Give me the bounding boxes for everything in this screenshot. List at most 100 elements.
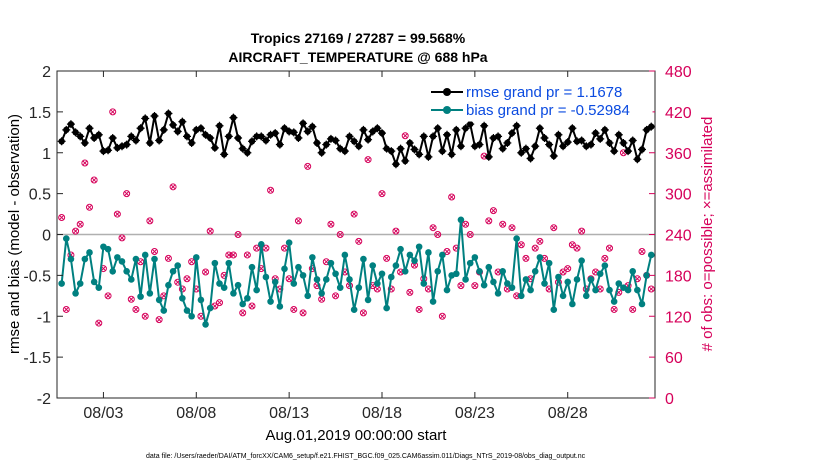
rmse-marker-star bbox=[577, 136, 586, 145]
rmse-marker-star bbox=[614, 130, 623, 139]
rmse-marker-star bbox=[169, 120, 178, 129]
left-tick-label: 0 bbox=[42, 228, 51, 245]
obs-possible-marker bbox=[267, 186, 275, 194]
rmse-marker-star bbox=[66, 120, 75, 129]
obs-point bbox=[281, 244, 288, 252]
obs-possible-marker bbox=[429, 224, 437, 232]
rmse-marker-star bbox=[433, 124, 442, 133]
bias-point bbox=[118, 258, 126, 265]
obs-assimilated-marker bbox=[240, 310, 246, 316]
rmse-point bbox=[234, 134, 243, 143]
bias-point bbox=[476, 267, 483, 275]
obs-possible-marker bbox=[559, 268, 567, 276]
obs-possible-marker bbox=[304, 162, 312, 170]
obs-point bbox=[202, 268, 210, 276]
rmse-marker-star bbox=[378, 129, 386, 138]
obs-point bbox=[429, 224, 437, 232]
bias-point bbox=[647, 251, 655, 259]
bias-point bbox=[309, 254, 316, 261]
rmse-point bbox=[210, 143, 219, 152]
left-tick-label: -1 bbox=[37, 309, 51, 326]
rmse-marker-star bbox=[183, 132, 191, 141]
rmse-marker-star bbox=[94, 130, 103, 139]
obs-point bbox=[127, 295, 135, 303]
obs-assimilated-marker bbox=[124, 191, 130, 197]
obs-assimilated-marker bbox=[365, 157, 371, 163]
rmse-marker-star bbox=[220, 150, 229, 159]
bias-point bbox=[569, 300, 576, 308]
rmse-marker-star bbox=[271, 129, 280, 138]
rmse-point bbox=[248, 137, 256, 146]
obs-assimilated-marker bbox=[77, 221, 83, 227]
obs-point bbox=[415, 305, 423, 313]
rmse-point bbox=[224, 132, 233, 141]
obs-possible-marker bbox=[332, 292, 340, 300]
rmse-marker-star bbox=[563, 138, 572, 147]
obs-point bbox=[188, 258, 196, 266]
bias-point bbox=[336, 284, 344, 291]
obs-assimilated-marker bbox=[435, 231, 441, 238]
rmse-point bbox=[127, 132, 136, 141]
rmse-marker-star bbox=[642, 125, 651, 134]
obs-possible-marker bbox=[578, 227, 586, 235]
obs-assimilated-marker bbox=[439, 313, 445, 319]
bias-point bbox=[160, 307, 168, 314]
obs-possible-marker bbox=[95, 319, 103, 327]
obs-assimilated-marker bbox=[207, 228, 213, 234]
obs-possible-marker bbox=[248, 302, 256, 310]
rmse-point bbox=[410, 145, 419, 154]
rmse-point bbox=[368, 127, 377, 136]
rmse-marker-star bbox=[224, 132, 233, 141]
obs-possible-marker bbox=[568, 241, 576, 249]
obs-assimilated-marker bbox=[184, 276, 190, 282]
obs-point bbox=[104, 292, 112, 300]
rmse-point bbox=[401, 156, 410, 165]
obs-point bbox=[243, 251, 251, 259]
rmse-marker-star bbox=[638, 145, 646, 154]
rmse-marker-star bbox=[62, 125, 71, 134]
obs-point bbox=[239, 309, 247, 317]
rmse-series bbox=[57, 109, 656, 169]
obs-point bbox=[559, 268, 567, 276]
obs-point bbox=[401, 132, 409, 140]
obs-assimilated-marker bbox=[86, 204, 93, 210]
rmse-marker-star bbox=[150, 111, 159, 120]
obs-point bbox=[531, 244, 539, 252]
obs-point bbox=[141, 312, 149, 320]
right-tick-label: 360 bbox=[665, 146, 692, 163]
obs-point bbox=[364, 156, 372, 164]
rmse-point bbox=[563, 138, 572, 147]
obs-point bbox=[155, 316, 163, 324]
bias-point bbox=[517, 292, 525, 300]
rmse-marker-star bbox=[350, 137, 359, 146]
rmse-point bbox=[378, 129, 386, 138]
right-tick-label: 240 bbox=[665, 228, 692, 245]
bias-point bbox=[485, 263, 493, 271]
chart-title-line1: Tropics 27169 / 27287 = 99.568% bbox=[251, 30, 466, 46]
left-tick-label: 2 bbox=[42, 64, 51, 81]
rmse-point bbox=[252, 132, 261, 141]
obs-possible-marker bbox=[638, 248, 646, 256]
rmse-point bbox=[145, 138, 154, 147]
obs-point bbox=[299, 309, 307, 317]
obs-assimilated-marker bbox=[574, 245, 580, 251]
rmse-point bbox=[289, 128, 298, 137]
obs-assimilated-marker bbox=[486, 218, 492, 224]
obs-assimilated-marker bbox=[416, 306, 422, 312]
obs-assimilated-marker bbox=[91, 177, 97, 183]
rmse-point bbox=[308, 122, 317, 131]
rmse-marker-star bbox=[373, 124, 382, 133]
bias-point bbox=[457, 216, 465, 224]
rmse-point bbox=[345, 132, 354, 141]
obs-possible-marker bbox=[113, 210, 121, 218]
obs-possible-marker bbox=[86, 203, 93, 211]
obs-possible-marker bbox=[225, 251, 233, 259]
rmse-point bbox=[294, 134, 303, 143]
rmse-marker-star bbox=[480, 121, 489, 130]
bias-point bbox=[299, 272, 307, 279]
obs-possible-marker bbox=[72, 227, 80, 235]
bias-point bbox=[322, 276, 330, 283]
obs-assimilated-marker bbox=[333, 293, 339, 299]
bias-point bbox=[578, 257, 585, 264]
right-tick-label: 300 bbox=[665, 187, 692, 204]
